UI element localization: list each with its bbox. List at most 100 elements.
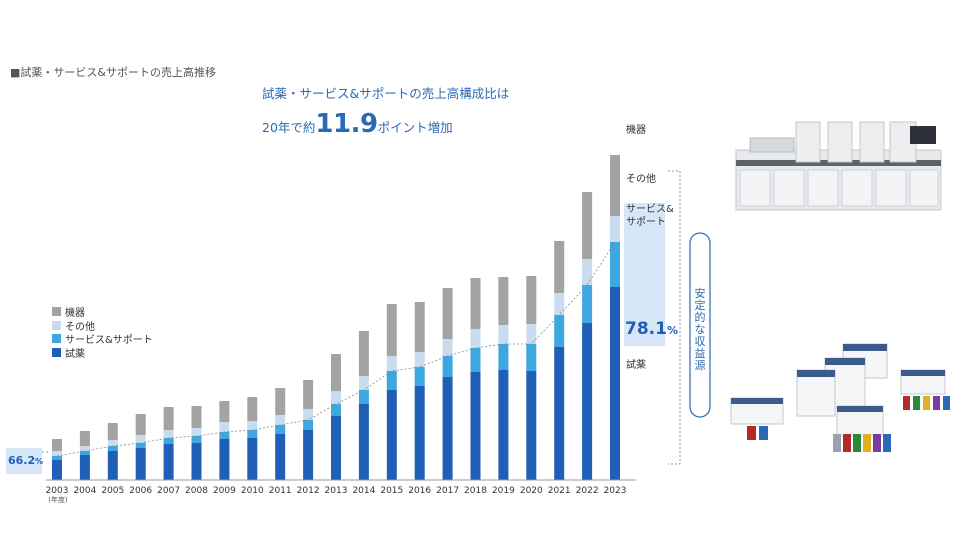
- stable-revenue-char: 的: [695, 310, 706, 324]
- bar-other-2005: [107, 440, 118, 446]
- bar-instruments-2017: [442, 288, 453, 339]
- headline-value: 11.9: [315, 108, 378, 139]
- stable-revenue-char: 収: [695, 335, 706, 348]
- legend-swatch-reagents: [52, 347, 61, 357]
- legend-item-other: その他: [52, 319, 153, 333]
- stable-revenue-pill: [689, 232, 711, 418]
- bar-instruments-2018: [470, 278, 481, 329]
- headline-post: ポイント増加: [377, 119, 453, 135]
- bar-instruments-2006: [135, 414, 146, 435]
- bar-other-2015: [386, 356, 397, 371]
- bar-reagents-2022: [582, 323, 593, 480]
- x-tick-2020: 2020: [520, 486, 543, 496]
- bar-service-2010: [247, 430, 258, 438]
- headline-line1: 試薬・サービス&サポートの売上高構成比は: [262, 86, 510, 101]
- x-tick-2021: 2021: [548, 486, 571, 496]
- x-tick-2010: 2010: [241, 486, 264, 496]
- bar-service-2011: [275, 425, 286, 434]
- bar-reagents-2007: [163, 444, 174, 480]
- x-tick-2012: 2012: [297, 486, 320, 496]
- bar-other-2007: [163, 430, 174, 438]
- bar-other-2012: [303, 409, 314, 420]
- x-tick-2014: 2014: [352, 486, 375, 496]
- bar-service-2018: [470, 348, 481, 372]
- right-label-instruments: 機器: [626, 123, 646, 136]
- bar-instruments-2011: [275, 388, 286, 415]
- bar-instruments-2010: [247, 397, 258, 421]
- bar-other-2004: [79, 446, 90, 451]
- bars-group: [52, 155, 620, 480]
- bar-service-2019: [498, 344, 509, 370]
- bar-service-2007: [163, 438, 174, 444]
- bar-instruments-2020: [526, 276, 537, 324]
- bar-service-2014: [358, 390, 369, 404]
- bar-service-2008: [191, 436, 202, 443]
- bar-service-2023: [610, 242, 620, 287]
- end-share-highlight: [624, 203, 665, 346]
- bar-service-2016: [414, 367, 425, 386]
- bar-instruments-2016: [414, 302, 425, 352]
- x-tick-2003: 2003: [46, 486, 69, 496]
- bar-service-2003: [52, 456, 62, 460]
- bar-reagents-2008: [191, 443, 202, 480]
- x-tick-2013: 2013: [325, 486, 348, 496]
- bar-reagents-2020: [526, 371, 537, 480]
- bar-other-2010: [247, 421, 258, 430]
- bar-reagents-2016: [414, 386, 425, 480]
- legend-label-service: サービス&サポート: [65, 335, 153, 347]
- bar-service-2006: [135, 443, 146, 448]
- x-tick-2022: 2022: [576, 486, 599, 496]
- bar-service-2017: [442, 356, 453, 377]
- x-tick-2007: 2007: [157, 486, 180, 496]
- bar-instruments-2012: [303, 380, 314, 409]
- bar-reagents-2017: [442, 377, 453, 480]
- bar-other-2006: [135, 435, 146, 443]
- end-share-label: 78.1%: [625, 319, 678, 339]
- bar-reagents-2005: [107, 451, 118, 480]
- bar-other-2003: [52, 451, 62, 456]
- bar-other-2017: [442, 339, 453, 356]
- bar-service-2004: [79, 451, 90, 455]
- bar-reagents-2009: [219, 439, 230, 480]
- x-tick-2019: 2019: [492, 486, 515, 496]
- bar-instruments-2021: [554, 241, 565, 293]
- bar-service-2021: [554, 315, 565, 347]
- legend-item-reagents: 試薬: [52, 346, 153, 360]
- bar-reagents-2018: [470, 372, 481, 480]
- x-tick-2006: 2006: [129, 486, 152, 496]
- headline-pre: 20年で約: [262, 119, 316, 135]
- bar-reagents-2012: [303, 430, 314, 480]
- right-label-other: その他: [626, 172, 656, 185]
- legend-label-reagents: 試薬: [65, 348, 85, 360]
- bar-instruments-2019: [498, 277, 509, 325]
- bar-instruments-2022: [582, 192, 593, 259]
- bar-reagents-2011: [275, 434, 286, 480]
- analyzer-image: [730, 100, 945, 220]
- bar-reagents-2015: [386, 390, 397, 480]
- bar-instruments-2007: [163, 407, 174, 430]
- bar-other-2023: [610, 216, 620, 242]
- bar-instruments-2009: [219, 401, 230, 422]
- bar-reagents-2021: [554, 347, 565, 480]
- stable-revenue-char: な: [695, 323, 706, 336]
- bar-service-2022: [582, 285, 593, 323]
- legend-item-service: サービス&サポート: [52, 332, 153, 346]
- legend-swatch-instruments: [52, 307, 61, 317]
- bar-other-2014: [358, 376, 369, 390]
- x-tick-2016: 2016: [408, 486, 431, 496]
- bar-reagents-2010: [247, 438, 258, 480]
- trend-lines-group: [56, 241, 616, 457]
- trend-line-service-top: [56, 241, 616, 457]
- bar-other-2011: [275, 415, 286, 425]
- x-tick-labels-group: 2003 2004 2005 2006 2007 2008 2009 2010 2011 2012…: [46, 486, 627, 496]
- x-tick-2015: 2015: [380, 486, 403, 496]
- stable-revenue-char: 安: [695, 286, 706, 300]
- bar-reagents-2006: [135, 448, 146, 480]
- bar-other-2016: [414, 352, 425, 367]
- bar-reagents-2004: [79, 455, 90, 480]
- bar-instruments-2008: [191, 406, 202, 428]
- page-title: ■試薬・サービス&サポートの売上高推移: [10, 66, 216, 79]
- bar-reagents-2014: [358, 404, 369, 480]
